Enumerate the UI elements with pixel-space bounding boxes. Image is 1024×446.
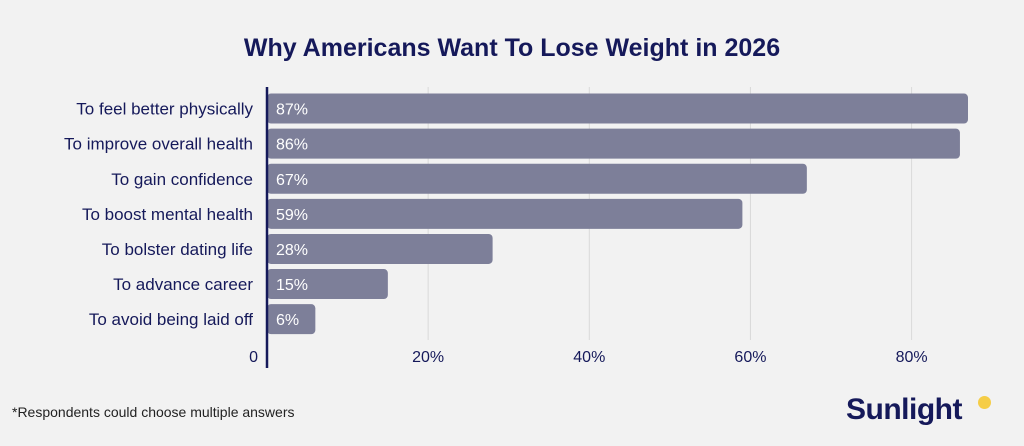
bar-3 — [267, 198, 743, 229]
x-tick-label-2: 40% — [573, 349, 605, 366]
footnote: *Respondents could choose multiple answe… — [12, 404, 295, 420]
value-label-0: 87% — [276, 102, 308, 119]
value-label-5: 15% — [276, 277, 308, 294]
value-label-1: 86% — [276, 137, 308, 154]
value-label-2: 67% — [276, 172, 308, 189]
sunlight-logo: Sunlight — [846, 393, 962, 426]
x-tick-label-3: 60% — [734, 349, 766, 366]
x-tick-label-1: 20% — [412, 349, 444, 366]
category-label-0: To feel better physically — [76, 100, 253, 119]
bar-2 — [267, 163, 807, 194]
value-label-6: 6% — [276, 312, 299, 329]
x-tick-label-0: 0 — [249, 349, 258, 366]
category-label-5: To advance career — [113, 275, 253, 294]
category-label-6: To avoid being laid off — [89, 310, 253, 329]
value-label-4: 28% — [276, 242, 308, 259]
category-label-3: To boost mental health — [82, 205, 253, 224]
bar-5 — [267, 269, 388, 300]
logo-dot-icon — [978, 396, 991, 409]
bar-1 — [267, 128, 960, 159]
bar-0 — [267, 93, 968, 124]
category-label-2: To gain confidence — [111, 170, 253, 189]
category-label-4: To bolster dating life — [102, 240, 253, 259]
bar-4 — [267, 233, 493, 264]
x-tick-label-4: 80% — [896, 349, 928, 366]
chart-title: Why Americans Want To Lose Weight in 202… — [243, 34, 781, 62]
bar-6 — [267, 304, 316, 335]
value-label-3: 59% — [276, 207, 308, 224]
category-label-1: To improve overall health — [64, 135, 253, 154]
